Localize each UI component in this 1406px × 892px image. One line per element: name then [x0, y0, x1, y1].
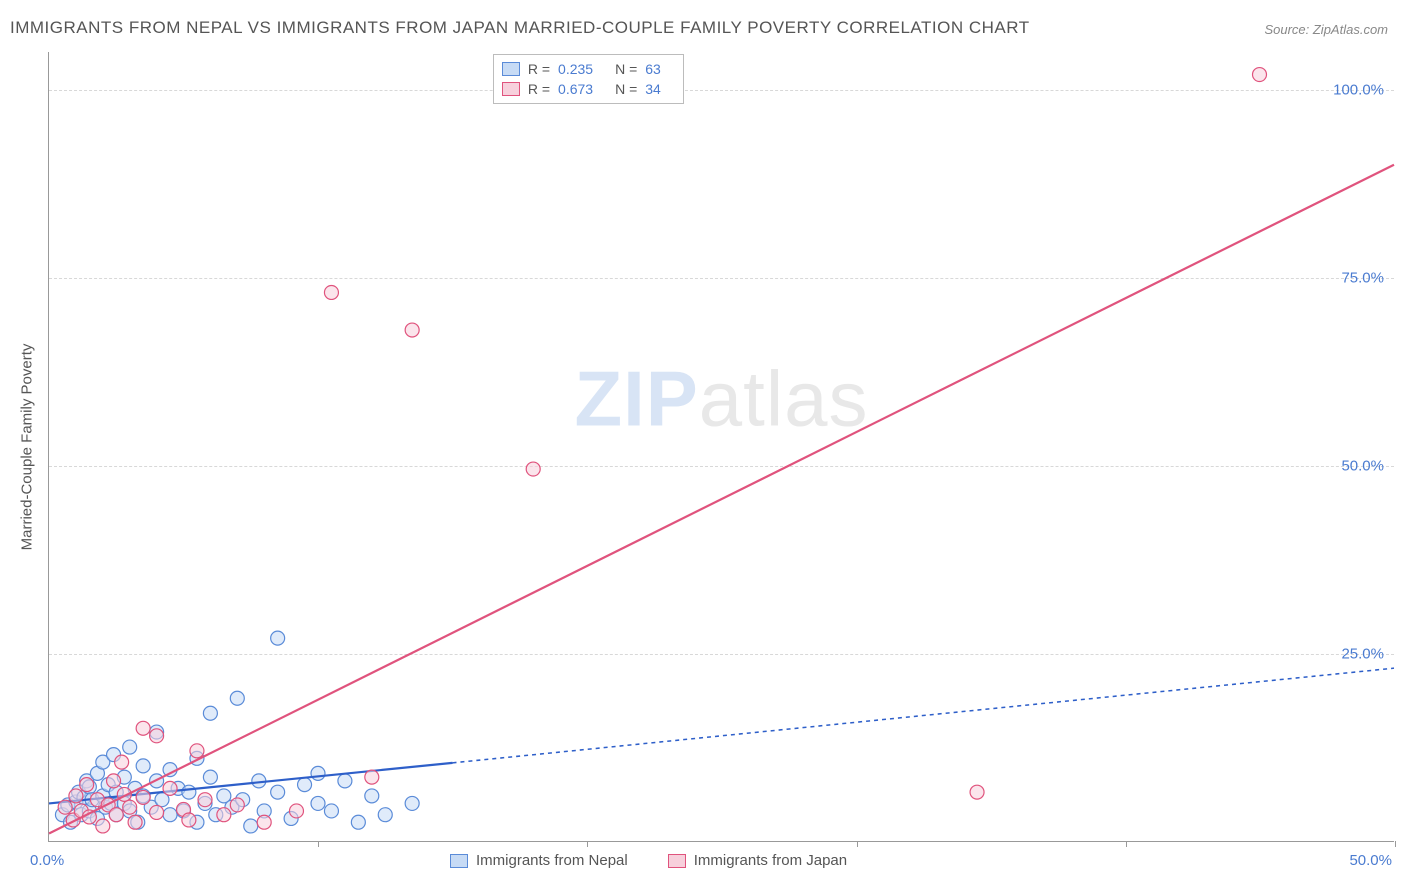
marker-nepal	[378, 808, 392, 822]
n-label: N =	[615, 81, 637, 97]
swatch-nepal	[450, 854, 468, 868]
x-tick	[318, 841, 319, 847]
marker-nepal	[230, 691, 244, 705]
regression-line-dashed-nepal	[453, 668, 1395, 763]
marker-japan	[115, 755, 129, 769]
marker-japan	[190, 744, 204, 758]
x-max-label: 50.0%	[1349, 852, 1392, 869]
marker-nepal	[324, 804, 338, 818]
x-tick	[857, 841, 858, 847]
marker-nepal	[123, 740, 137, 754]
x-origin-label: 0.0%	[30, 852, 64, 869]
marker-japan	[182, 813, 196, 827]
n-label: N =	[615, 61, 637, 77]
marker-japan	[230, 798, 244, 812]
marker-japan	[96, 819, 110, 833]
marker-japan	[970, 785, 984, 799]
marker-nepal	[182, 785, 196, 799]
marker-japan	[136, 721, 150, 735]
marker-nepal	[311, 766, 325, 780]
r-label: R =	[528, 81, 550, 97]
swatch-nepal	[502, 62, 520, 76]
chart-svg	[49, 52, 1394, 841]
marker-nepal	[203, 706, 217, 720]
marker-nepal	[271, 785, 285, 799]
marker-japan	[150, 805, 164, 819]
marker-japan	[289, 804, 303, 818]
r-value-nepal: 0.235	[558, 61, 593, 77]
legend-item-nepal: Immigrants from Nepal	[450, 852, 628, 869]
marker-japan	[123, 800, 137, 814]
marker-nepal	[271, 631, 285, 645]
x-tick	[587, 841, 588, 847]
marker-japan	[1253, 68, 1267, 82]
legend-correlation: R = 0.235 N = 63 R = 0.673 N = 34	[493, 54, 684, 104]
source-label: Source: ZipAtlas.com	[1264, 22, 1388, 37]
marker-japan	[69, 789, 83, 803]
marker-nepal	[405, 796, 419, 810]
marker-japan	[163, 781, 177, 795]
marker-japan	[217, 808, 231, 822]
marker-japan	[136, 790, 150, 804]
x-tick	[1395, 841, 1396, 847]
swatch-japan	[502, 82, 520, 96]
marker-nepal	[203, 770, 217, 784]
x-tick	[1126, 841, 1127, 847]
legend-series: Immigrants from Nepal Immigrants from Ja…	[450, 852, 847, 869]
plot-area: Married-Couple Family Poverty ZIPatlas 2…	[48, 52, 1394, 842]
marker-japan	[257, 815, 271, 829]
legend-row-nepal: R = 0.235 N = 63	[502, 59, 675, 79]
marker-japan	[150, 729, 164, 743]
marker-japan	[109, 808, 123, 822]
marker-nepal	[351, 815, 365, 829]
marker-japan	[198, 793, 212, 807]
r-value-japan: 0.673	[558, 81, 593, 97]
marker-nepal	[311, 796, 325, 810]
legend-row-japan: R = 0.673 N = 34	[502, 79, 675, 99]
marker-nepal	[298, 778, 312, 792]
y-axis-label: Married-Couple Family Poverty	[19, 343, 36, 550]
marker-japan	[324, 285, 338, 299]
swatch-japan	[668, 854, 686, 868]
marker-japan	[365, 770, 379, 784]
marker-japan	[526, 462, 540, 476]
marker-japan	[80, 778, 94, 792]
marker-japan	[107, 774, 121, 788]
marker-nepal	[163, 808, 177, 822]
marker-japan	[128, 815, 142, 829]
r-label: R =	[528, 61, 550, 77]
n-value-nepal: 63	[645, 61, 661, 77]
marker-nepal	[365, 789, 379, 803]
legend-label-nepal: Immigrants from Nepal	[476, 852, 628, 869]
marker-nepal	[136, 759, 150, 773]
regression-line-japan	[49, 165, 1394, 834]
legend-label-japan: Immigrants from Japan	[694, 852, 847, 869]
marker-nepal	[244, 819, 258, 833]
marker-japan	[58, 800, 72, 814]
n-value-japan: 34	[645, 81, 661, 97]
legend-item-japan: Immigrants from Japan	[668, 852, 847, 869]
chart-title: IMMIGRANTS FROM NEPAL VS IMMIGRANTS FROM…	[10, 18, 1030, 38]
marker-nepal	[338, 774, 352, 788]
marker-japan	[405, 323, 419, 337]
